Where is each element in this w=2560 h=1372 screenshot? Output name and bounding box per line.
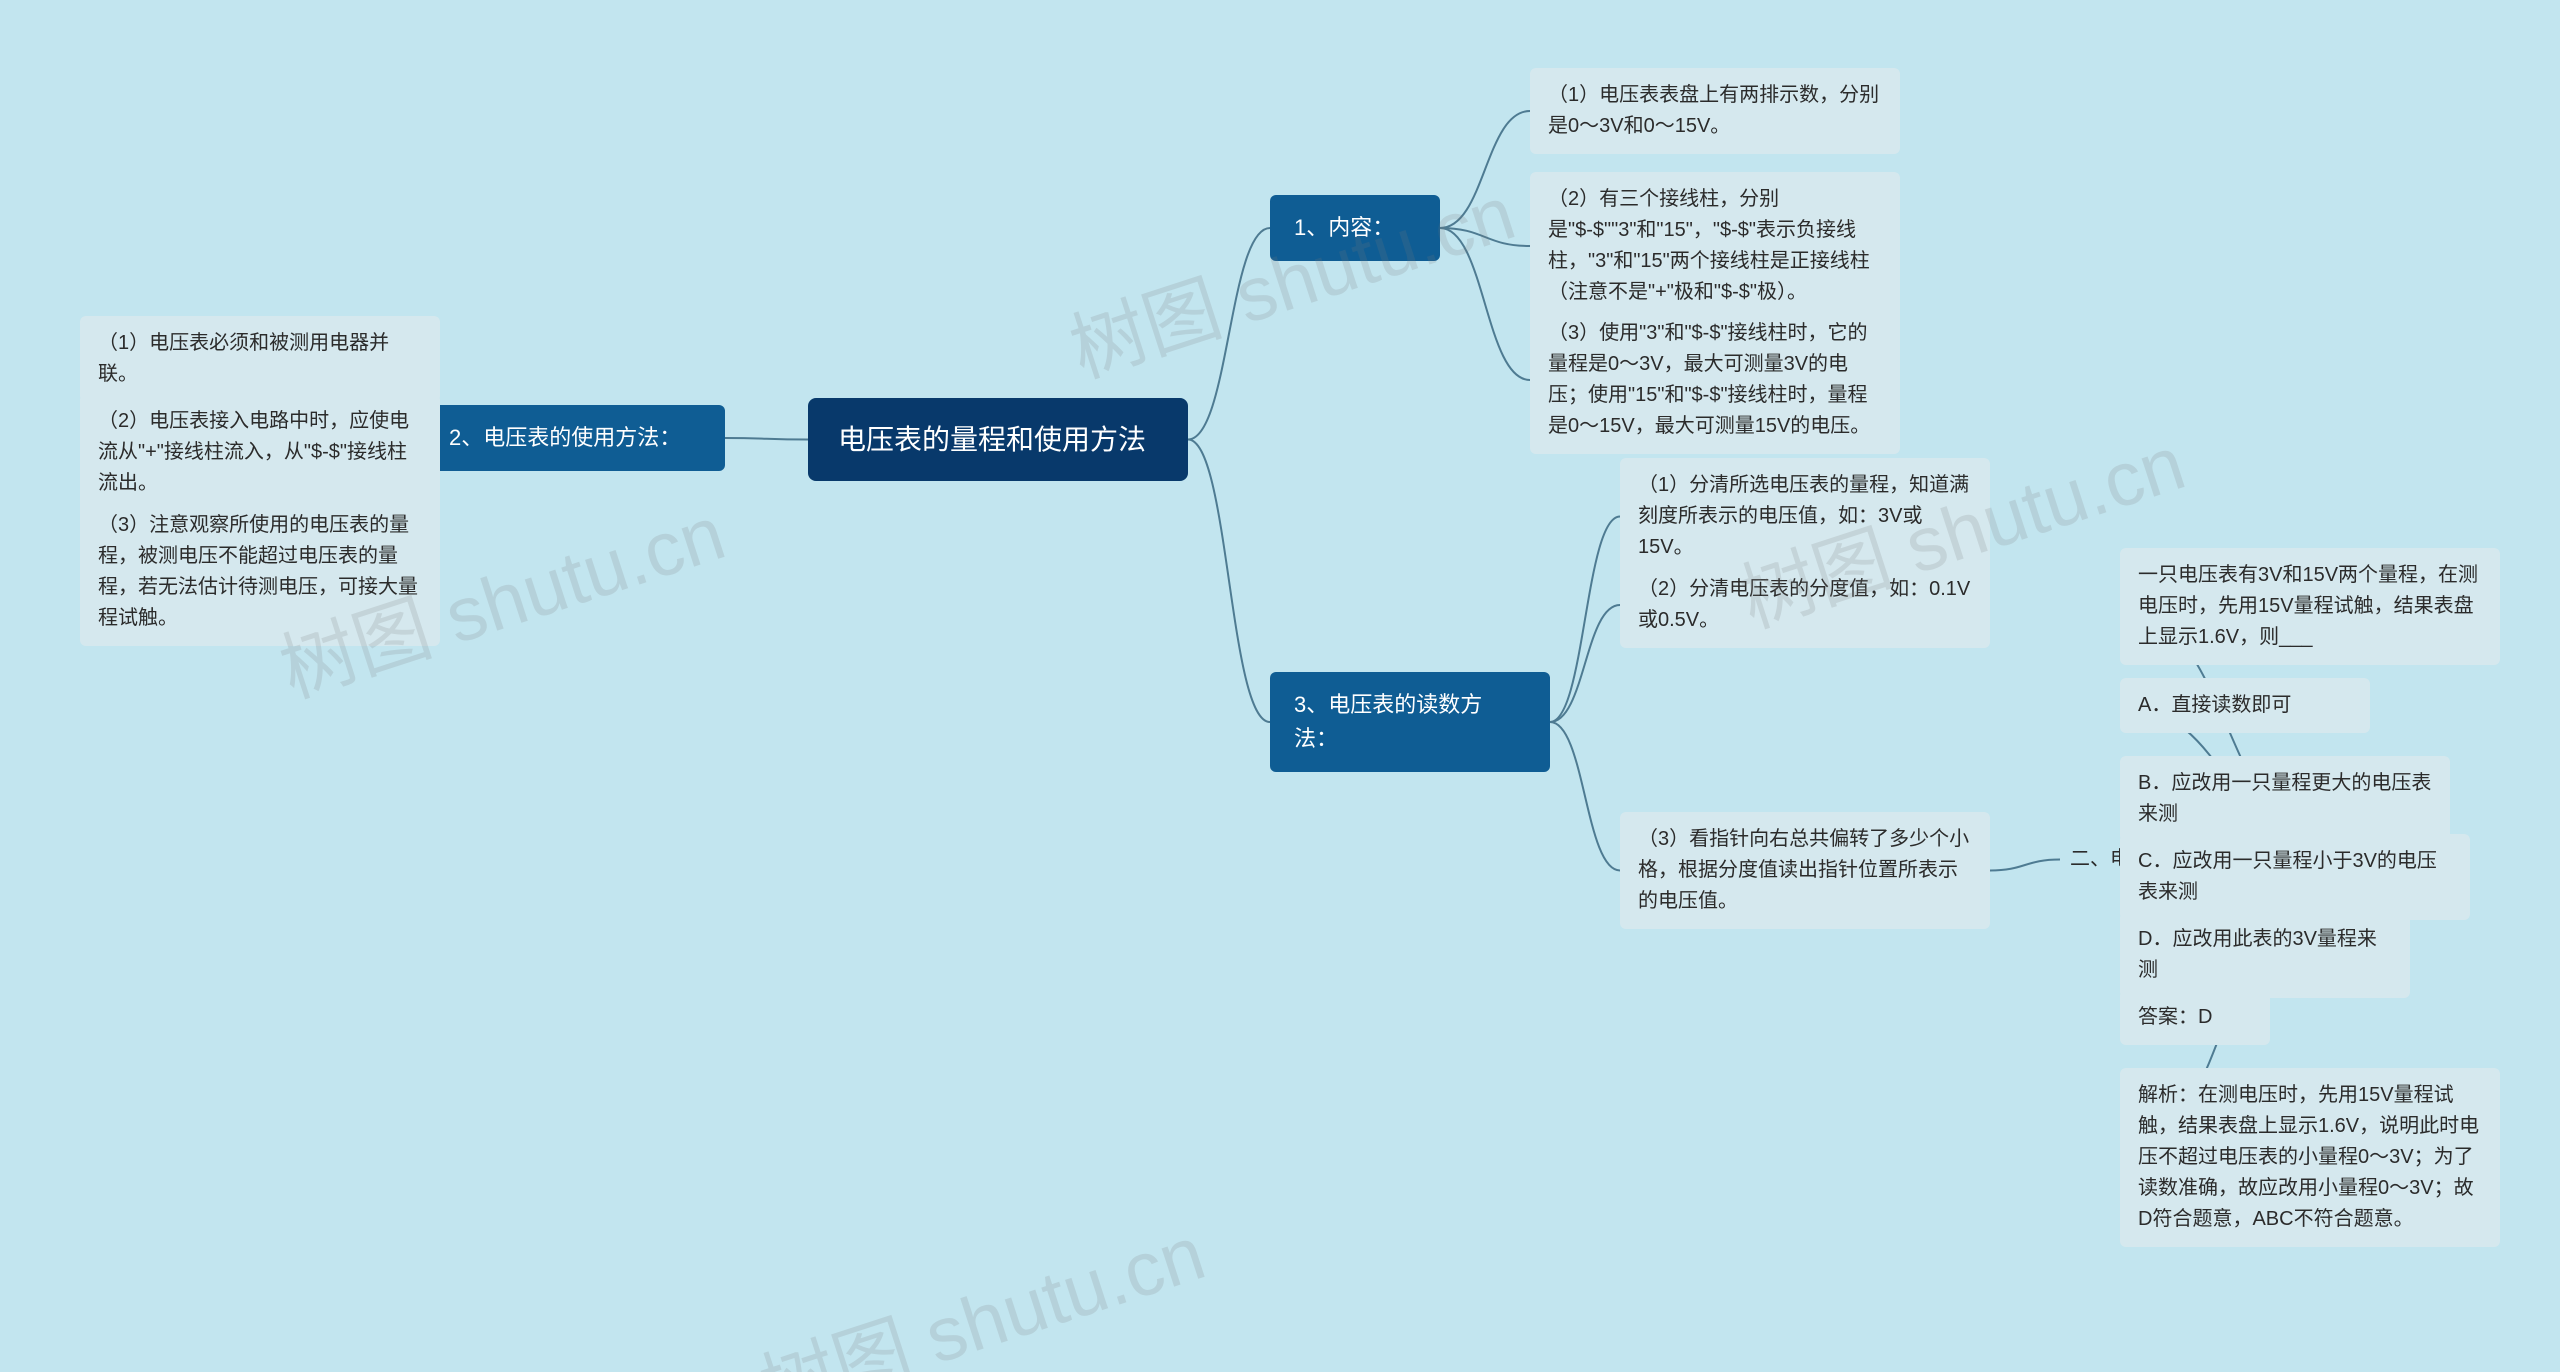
mindmap-node-b2_1[interactable]: （1）电压表必须和被测用电器并联。 bbox=[80, 316, 440, 402]
mindmap-node-ex_c[interactable]: C．应改用一只量程小于3V的电压表来测 bbox=[2120, 834, 2470, 920]
mindmap-node-b3_2[interactable]: （2）分清电压表的分度值，如：0.1V或0.5V。 bbox=[1620, 562, 1990, 648]
mindmap-node-b3[interactable]: 3、电压表的读数方法： bbox=[1270, 672, 1550, 772]
mindmap-node-ex_q[interactable]: 一只电压表有3V和15V两个量程，在测电压时，先用15V量程试触，结果表盘上显示… bbox=[2120, 548, 2500, 665]
mindmap-node-b2[interactable]: 2、电压表的使用方法： bbox=[425, 405, 725, 471]
mindmap-node-root[interactable]: 电压表的量程和使用方法 bbox=[808, 398, 1188, 481]
mindmap-node-ex_d[interactable]: D．应改用此表的3V量程来测 bbox=[2120, 912, 2410, 998]
mindmap-node-b2_3[interactable]: （3）注意观察所使用的电压表的量程，被测电压不能超过电压表的量程，若无法估计待测… bbox=[80, 498, 440, 646]
mindmap-node-b3_3[interactable]: （3）看指针向右总共偏转了多少个小格，根据分度值读出指针位置所表示的电压值。 bbox=[1620, 812, 1990, 929]
mindmap-node-ex_b[interactable]: B．应改用一只量程更大的电压表来测 bbox=[2120, 756, 2450, 842]
mindmap-node-b1_1[interactable]: （1）电压表表盘上有两排示数，分别是0～3V和0～15V。 bbox=[1530, 68, 1900, 154]
mindmap-node-b1_3[interactable]: （3）使用"3"和"$-$"接线柱时，它的量程是0～3V，最大可测量3V的电压；… bbox=[1530, 306, 1900, 454]
mindmap-node-ex_exp[interactable]: 解析：在测电压时，先用15V量程试触，结果表盘上显示1.6V，说明此时电压不超过… bbox=[2120, 1068, 2500, 1247]
mindmap-node-b3_1[interactable]: （1）分清所选电压表的量程，知道满刻度所表示的电压值，如：3V或15V。 bbox=[1620, 458, 1990, 575]
mindmap-node-b1[interactable]: 1、内容： bbox=[1270, 195, 1440, 261]
mindmap-node-ex_a[interactable]: A．直接读数即可 bbox=[2120, 678, 2370, 733]
mindmap-node-b1_2[interactable]: （2）有三个接线柱，分别是"$-$""3"和"15"，"$-$"表示负接线柱，"… bbox=[1530, 172, 1900, 320]
mindmap-node-ex_ans[interactable]: 答案：D bbox=[2120, 990, 2270, 1045]
mindmap-node-b2_2[interactable]: （2）电压表接入电路中时，应使电流从"+"接线柱流入，从"$-$"接线柱流出。 bbox=[80, 394, 440, 511]
